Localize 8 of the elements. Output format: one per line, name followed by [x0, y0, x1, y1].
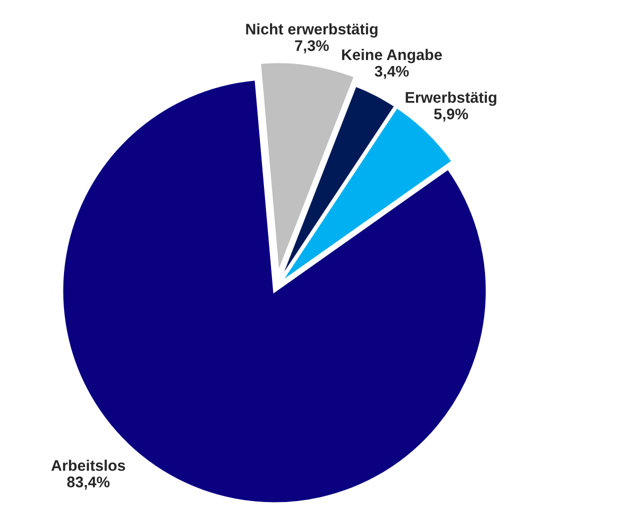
data-label: 5,9%	[434, 108, 468, 122]
data-label: 7,3%	[295, 40, 329, 54]
data-label: 83,4%	[67, 476, 110, 490]
slice-label: Keine Angabe	[342, 48, 442, 64]
slice-label: Erwerbstätig	[406, 92, 496, 106]
slice-label: Arbeitslos	[51, 460, 126, 471]
slice-label: Nicht erwerbstätig	[246, 23, 378, 38]
data-label: 3,4%	[374, 66, 409, 79]
